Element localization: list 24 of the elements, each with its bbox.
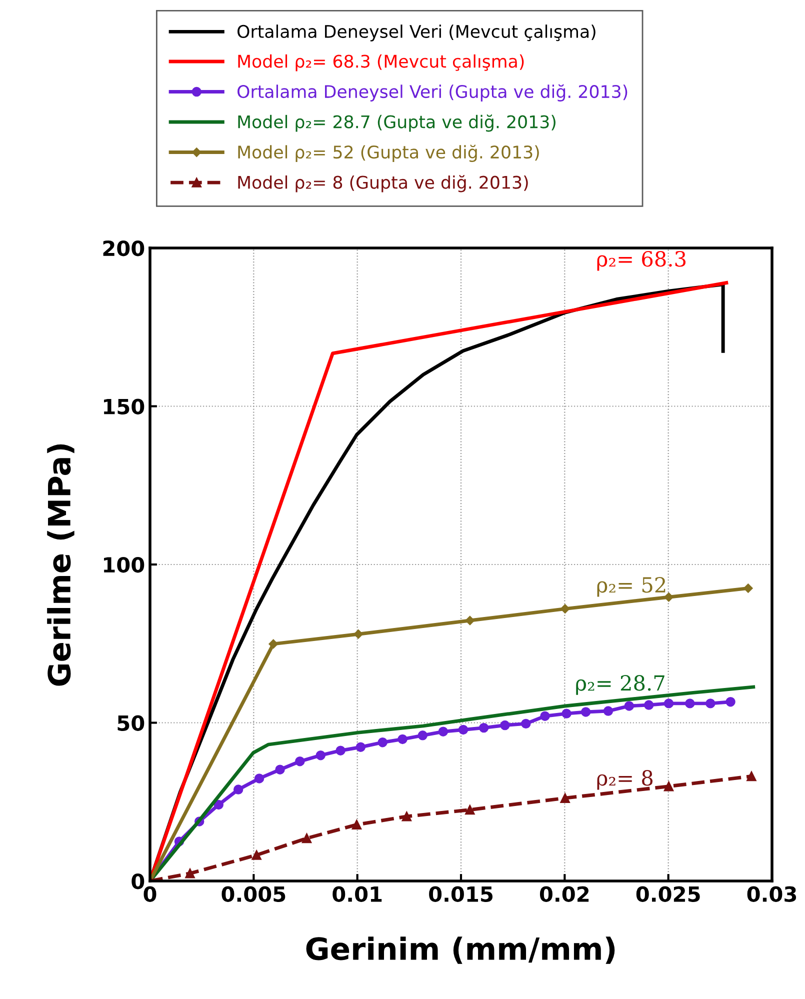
- y-tick-label: 100: [104, 556, 144, 573]
- x-tick-label: 0.03: [747, 886, 796, 902]
- y-tick-label: 0: [132, 873, 144, 890]
- y-tick-label: 150: [104, 398, 144, 414]
- legend-label: Model ρ₂= 8 (Gupta ve diğ. 2013): [238, 175, 528, 192]
- legend-label: Model ρ₂= 68.3 (Mevcut çalışma): [238, 54, 524, 72]
- annotation: ρ₂= 68.3: [597, 250, 686, 271]
- x-tick-label: 0.025: [636, 886, 700, 902]
- x-axis-title: Gerinim (mm/mm): [306, 936, 615, 964]
- legend-label: Ortalama Deneysel Veri (Gupta ve diğ. 2013): [238, 84, 628, 102]
- y-tick-label: 50: [118, 715, 144, 731]
- x-tick-label: 0.01: [332, 886, 382, 902]
- y-tick-label: 200: [103, 240, 144, 256]
- x-tick-label: 0.005: [222, 886, 286, 902]
- x-tick-label: 0.015: [429, 886, 492, 902]
- annotation: ρ₂= 8: [597, 770, 653, 790]
- x-tick-label: 0: [144, 886, 156, 902]
- legend-label: Model ρ₂= 52 (Gupta ve diğ. 2013): [238, 144, 539, 162]
- x-tick-label: 0.02: [540, 886, 589, 902]
- y-axis-title: Gerilme (MPa): [47, 444, 74, 686]
- annotation: ρ₂= 52: [597, 576, 666, 597]
- legend-label: Model ρ₂= 28.7 (Gupta ve diğ. 2013): [238, 114, 556, 132]
- legend-label: Ortalama Deneysel Veri (Mevcut çalışma): [238, 24, 596, 42]
- annotation: ρ₂= 28.7: [576, 675, 664, 695]
